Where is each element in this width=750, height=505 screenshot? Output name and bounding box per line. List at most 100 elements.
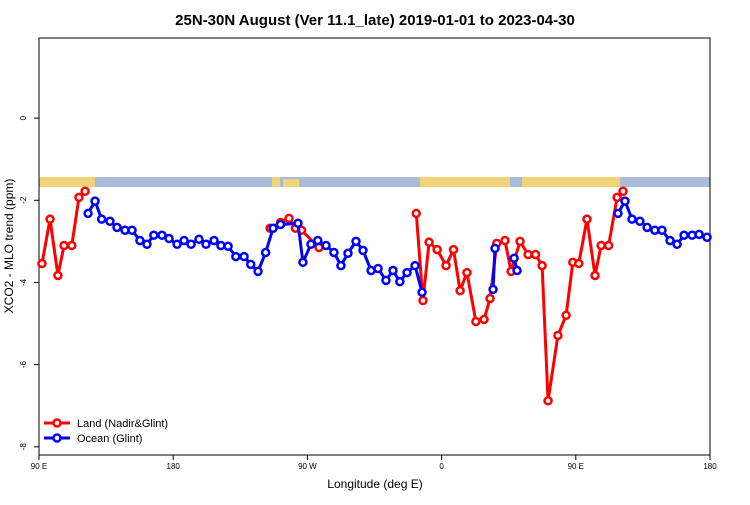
data-point [157,230,167,240]
data-point [260,247,271,258]
data-point [142,239,152,249]
y-tick-label: -2 [19,196,28,204]
data-point [172,239,182,249]
data-point [523,249,533,260]
land-patch [522,177,620,187]
x-tick-label: 180 [703,462,717,471]
x-axis-label: Longitude (deg E) [327,477,422,491]
data-point [471,316,481,327]
y-tick-label: -6 [19,361,28,369]
data-point [53,270,63,281]
series-line [40,190,625,401]
data-point [45,214,55,224]
data-point [665,235,675,246]
data-point [231,251,241,262]
land-strip [39,177,710,187]
data-point [59,240,69,251]
data-point [455,285,465,296]
data-point [512,265,522,276]
data-point [448,244,459,255]
data-point [490,243,500,254]
data-point [596,240,606,251]
data-point [488,284,498,295]
plot-frame [38,37,711,456]
data-point [500,235,510,246]
data-point [672,239,682,249]
data-point [245,259,256,270]
data-point [105,216,115,226]
data-point [268,223,278,233]
data-point [485,293,495,304]
data-point [164,233,174,244]
data-point [37,258,47,269]
data-point [543,396,553,406]
data-point [67,240,77,251]
data-point [553,330,563,341]
data-point [239,251,249,262]
legend: Land (Nadir&Glint) Ocean (Glint) [44,418,168,445]
data-point [96,214,107,224]
data-point [424,237,434,247]
data-point [432,244,442,255]
data-point [74,192,84,203]
data-point [313,235,323,246]
data-point [402,267,412,278]
data-point [381,275,391,286]
data-point [410,260,420,271]
data-point [194,234,204,245]
data-point [395,276,405,287]
chart-title: 25N-30N August (Ver 11.1_late) 2019-01-0… [175,12,575,29]
data-point [275,219,286,230]
data-point [373,263,383,274]
data-point [582,214,592,224]
data-point [418,295,428,306]
data-point [186,239,196,249]
land-patch [272,177,280,187]
data-point [343,248,353,259]
data-point [627,214,637,224]
y-axis-label: XCO2 - MLO trend (ppm) [2,179,16,314]
data-point [253,266,263,277]
x-tick-label: 90 W [298,462,317,471]
data-point [284,213,294,224]
data-point [441,260,451,271]
legend-label: Ocean (Glint) [77,433,142,445]
data-point [679,230,689,240]
data-point [509,253,519,263]
data-point [388,265,398,276]
data-point [329,247,339,258]
x-tick-label: 90 E [568,462,584,471]
data-point [336,260,346,271]
land-patch [39,177,95,187]
legend-label: Land (Nadir&Glint) [77,418,168,430]
data-point [411,208,422,219]
data-point [83,208,93,219]
data-point [694,229,704,240]
x-tick-label: 90 E [31,462,47,471]
data-point [530,249,541,260]
data-point [149,230,159,240]
data-point [657,225,667,236]
data-point [417,287,427,298]
data-point [351,236,361,247]
data-point [590,270,600,281]
land-patch [420,177,510,187]
legend-marker [52,433,62,443]
data-point [635,216,645,226]
data-point [298,257,308,268]
data-point [127,225,137,236]
data-point [702,232,712,243]
data-point [574,258,584,269]
data-point [515,236,525,247]
data-point [135,235,145,246]
y-tick-label: -8 [19,443,28,451]
data-point [462,267,472,278]
data-point [306,239,316,249]
y-tick-label: 0 [19,115,28,120]
data-point [358,245,368,256]
data-point [293,218,303,229]
land-patch [283,179,299,187]
data-point [537,260,547,271]
data-point [561,310,571,321]
data-point [642,222,652,233]
